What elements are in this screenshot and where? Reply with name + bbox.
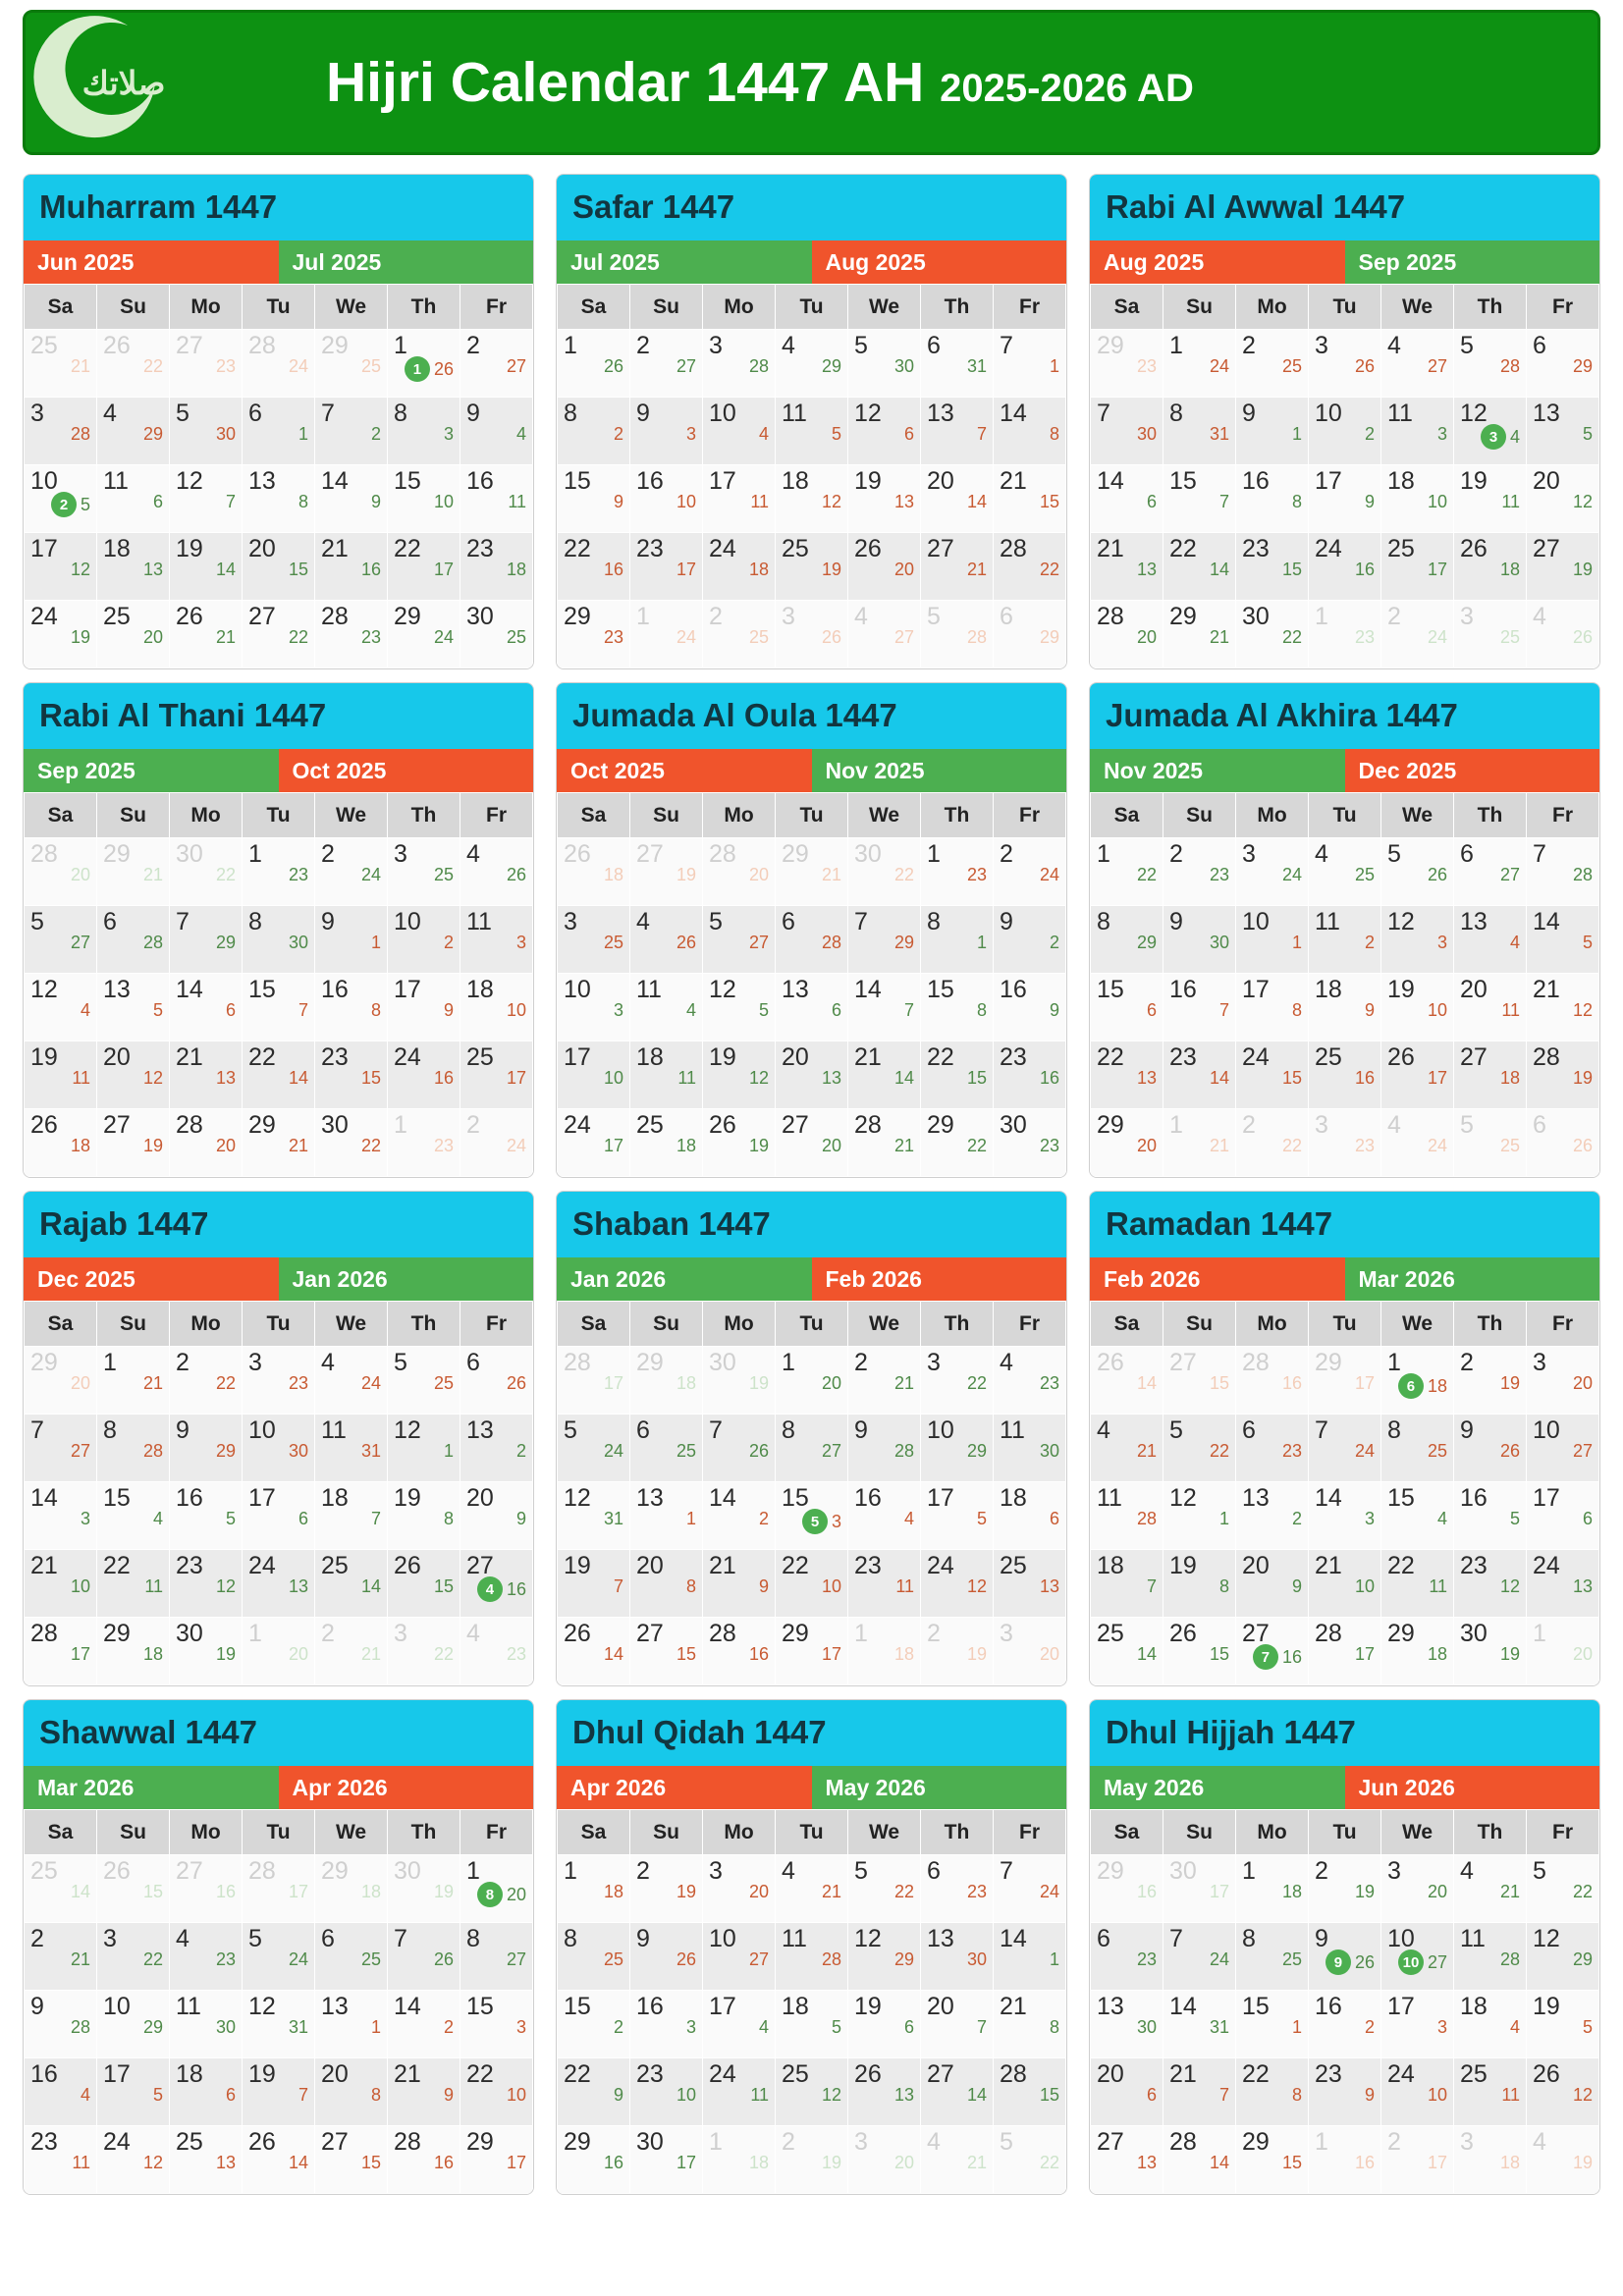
svg-text:صلاتك: صلاتك bbox=[82, 65, 166, 101]
